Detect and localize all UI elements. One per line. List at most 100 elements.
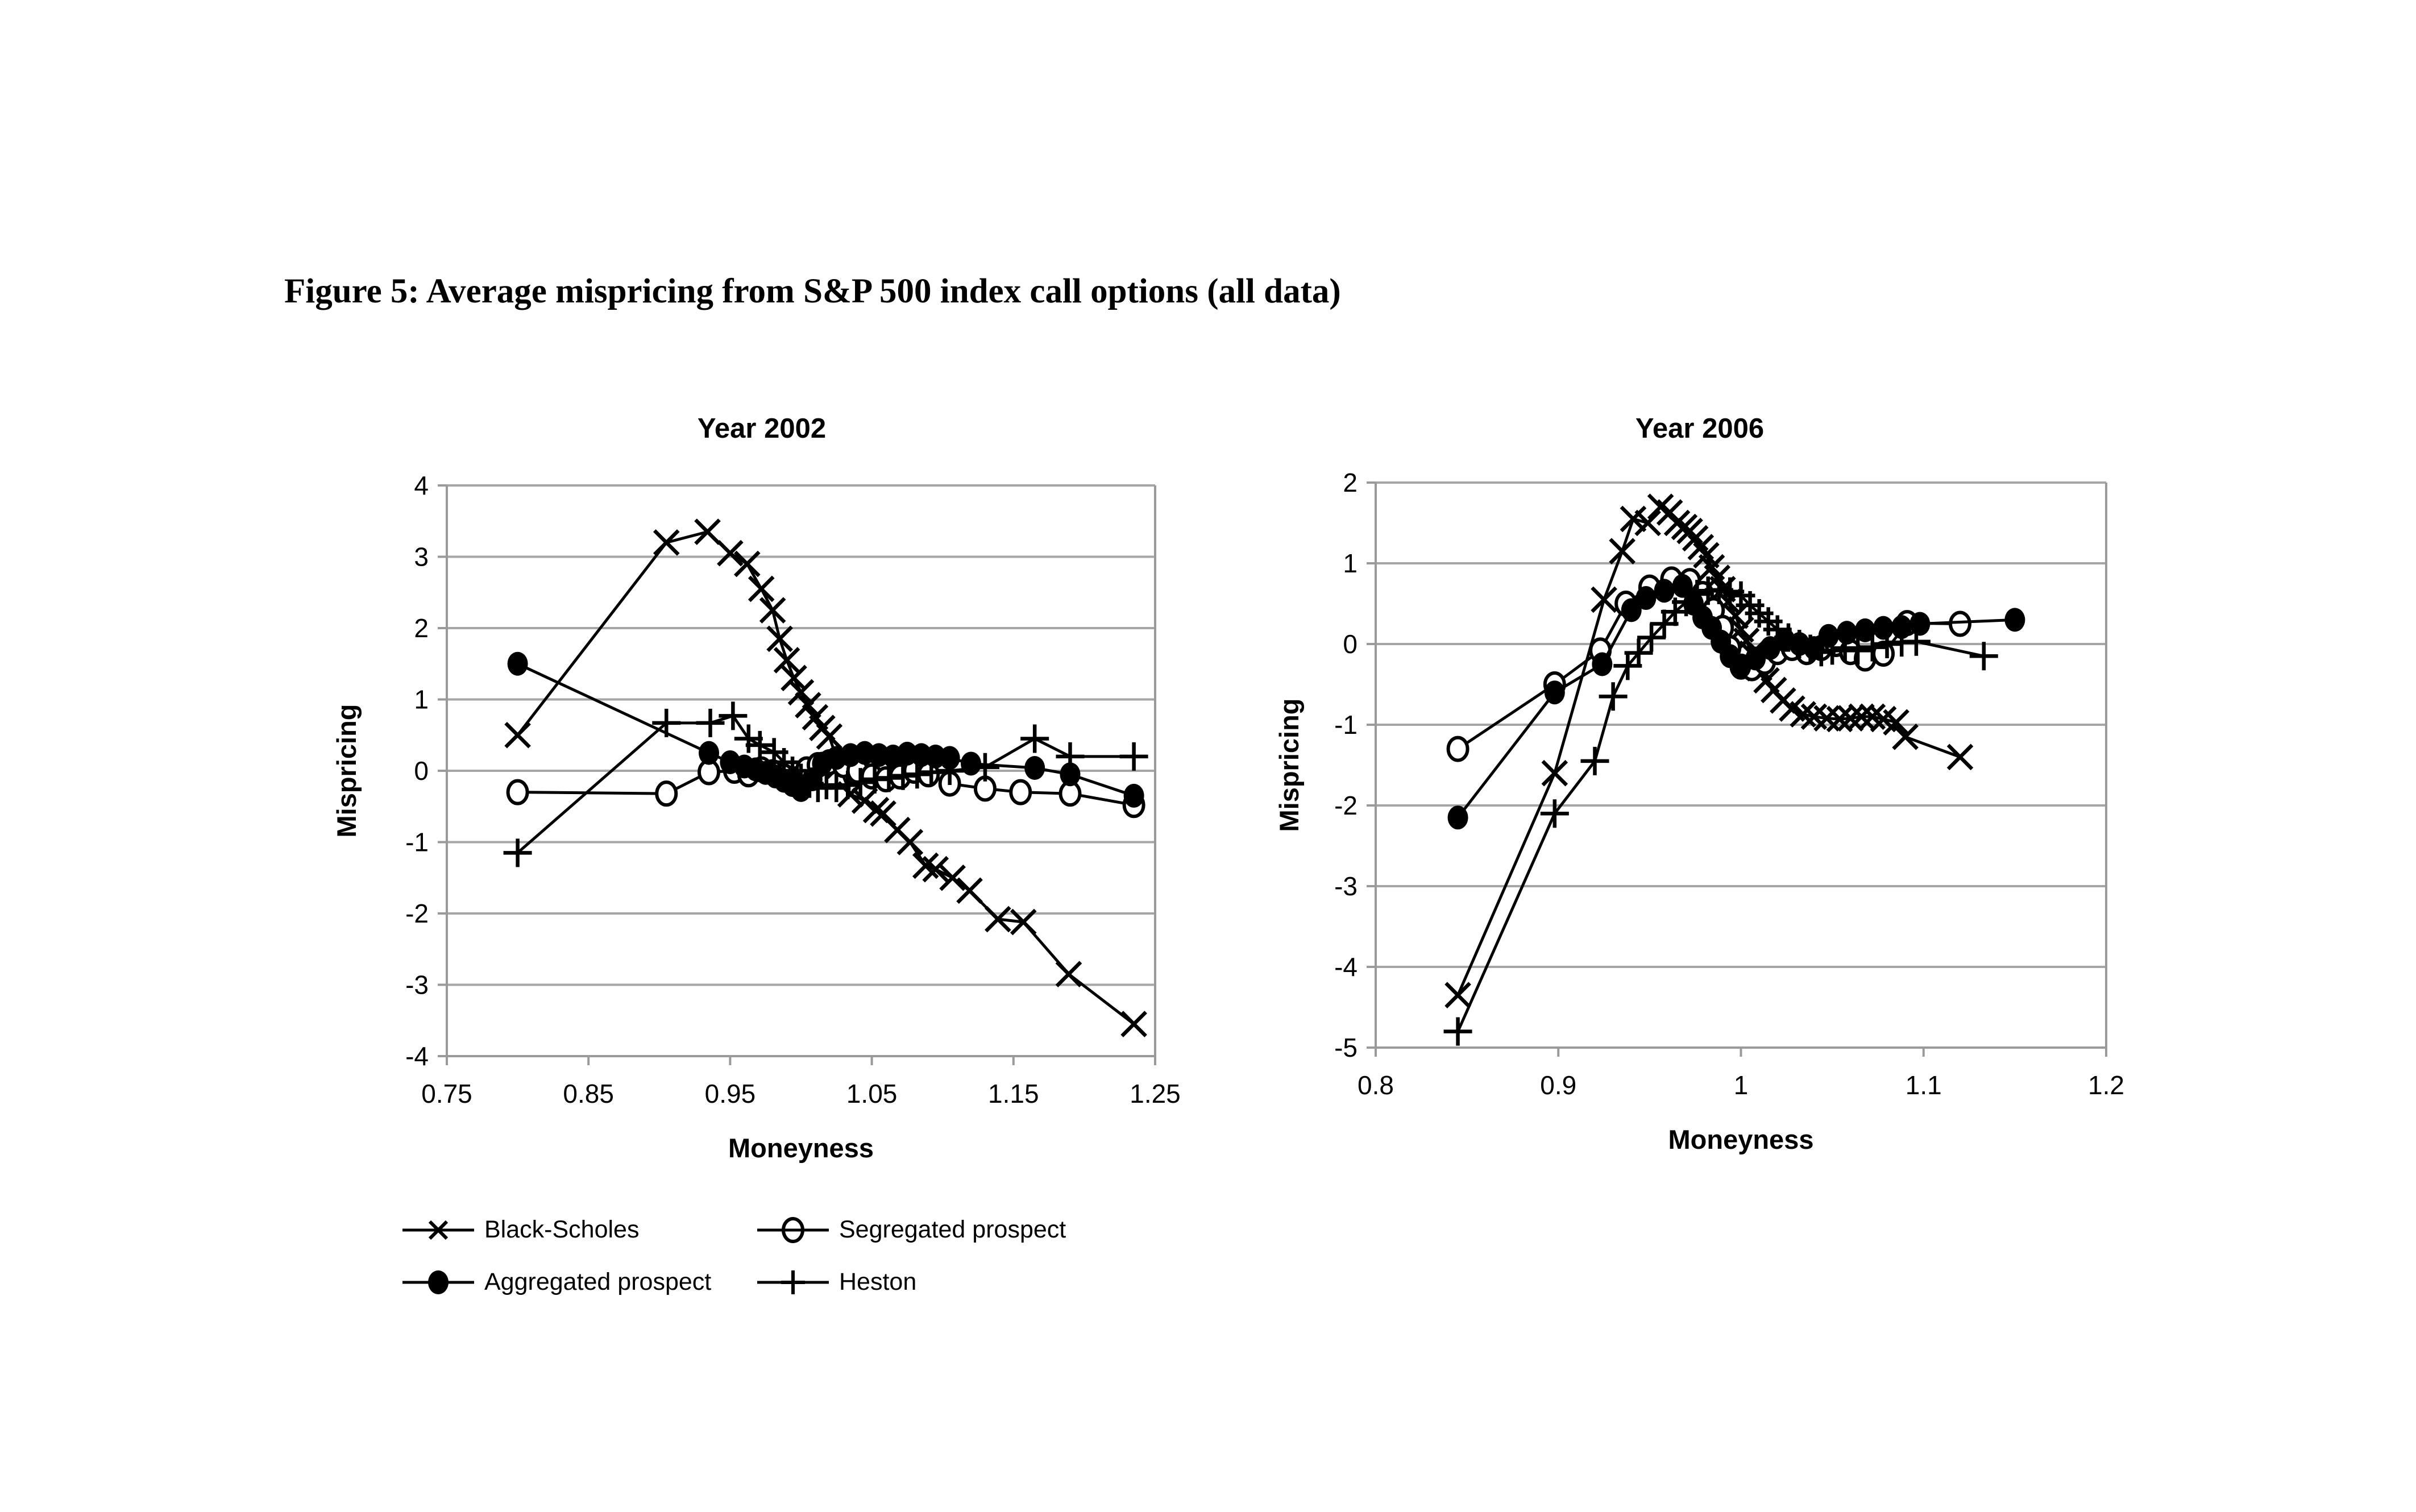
plus-marker-icon: [822, 774, 851, 803]
y-tick-label: 0: [1343, 629, 1358, 659]
y-tick-label: -1: [1334, 710, 1358, 740]
y-tick-label: -4: [1334, 952, 1358, 982]
plus-marker-icon: [1599, 682, 1628, 711]
x-cross-marker-icon: [939, 864, 966, 891]
x-tick-label: 0.75: [421, 1079, 472, 1108]
circle-filled-marker-icon: [402, 1270, 474, 1294]
circle-filled-marker-icon: [1891, 615, 1912, 639]
x-cross-marker-icon: [694, 518, 721, 545]
x-cross-marker-icon: [1946, 743, 1974, 771]
figure-title: Figure 5: Average mispricing from S&P 50…: [284, 272, 1341, 310]
x-axis-title: Moneyness: [728, 1133, 874, 1163]
plus-marker-icon: [874, 763, 903, 792]
series-black-scholes: [1444, 493, 1974, 1008]
circle-filled-marker-icon: [507, 651, 528, 676]
x-cross-marker-icon: [956, 877, 983, 904]
y-tick-label: 1: [414, 685, 429, 715]
x-cross-marker-icon: [1663, 509, 1691, 537]
plus-marker-icon: [1443, 1017, 1472, 1046]
y-tick-label: -3: [1334, 871, 1358, 901]
y-tick-label: 0: [414, 756, 429, 786]
circle-filled-marker-icon: [1635, 586, 1657, 610]
plus-marker-icon: [1540, 799, 1569, 828]
plus-marker-icon: [1969, 642, 1998, 671]
x-cross-marker-icon: [402, 1220, 474, 1240]
plus-marker-icon: [970, 753, 999, 782]
x-tick-label: 1.2: [2088, 1070, 2124, 1100]
x-cross-marker-icon: [1010, 908, 1037, 936]
x-cross-marker-icon: [787, 679, 815, 706]
legend-label-segregated-prospect: Segregated prospect: [839, 1216, 1066, 1243]
y-tick-label: -2: [1334, 791, 1358, 820]
x-tick-label: 0.95: [705, 1079, 756, 1108]
x-tick-label: 1: [1734, 1070, 1749, 1100]
plus-marker-icon: [1844, 636, 1873, 665]
circle-filled-marker-icon: [1060, 762, 1081, 787]
x-tick-label: 0.85: [563, 1079, 614, 1108]
plus-marker-icon: [1119, 742, 1148, 771]
circle-filled-marker-icon: [1873, 616, 1894, 640]
circle-filled-marker-icon: [1123, 783, 1144, 808]
y-tick-label: -3: [405, 970, 429, 1000]
y-tick-label: 1: [1343, 549, 1358, 578]
x-cross-marker-icon: [748, 575, 775, 603]
legend-label-heston: Heston: [839, 1268, 917, 1295]
circle-filled-marker-icon: [1745, 646, 1766, 671]
legend-item-segregated-prospect: Segregated prospect: [756, 1216, 1066, 1244]
chart-title: Year 2002: [698, 413, 826, 444]
x-cross-marker-icon: [1055, 961, 1082, 987]
x-cross-marker-icon: [759, 597, 786, 624]
gridlines: [1367, 481, 2106, 1049]
circle-filled-marker-icon: [1592, 652, 1613, 676]
x-cross-marker-icon: [922, 855, 949, 883]
x-cross-marker-icon: [1826, 705, 1853, 733]
x-cross-marker-icon: [1541, 759, 1568, 787]
plus-marker-icon: [503, 838, 532, 867]
circle-filled-marker-icon: [1621, 598, 1642, 622]
legend-item-aggregated-prospect: Aggregated prospect: [401, 1268, 711, 1296]
circle-filled-marker-icon: [699, 741, 720, 765]
x-cross-marker-icon: [795, 692, 821, 718]
plus-marker-icon: [1818, 636, 1847, 665]
legend-item-heston: Heston: [756, 1268, 916, 1296]
y-tick-label: -1: [405, 828, 429, 857]
x-cross-marker-icon: [766, 625, 793, 653]
plus-marker-icon: [1637, 623, 1666, 652]
x-cross-marker-icon: [653, 529, 680, 556]
chart-year-2002: 4 3 2 1 0 -1 -2 -3 -4 0.75 0.85 0.95 1.05 1.15 1.25 Yea…: [331, 413, 1181, 1163]
x-cross-marker-icon: [1120, 1011, 1147, 1037]
circle-open-marker-icon: [655, 780, 678, 807]
x-cross-marker-icon: [896, 829, 924, 855]
x-tick-label: 0.8: [1358, 1070, 1394, 1100]
x-tick-label: 1.05: [846, 1079, 898, 1108]
x-axis-title: Moneyness: [1668, 1124, 1814, 1154]
plus-marker-icon: [696, 708, 725, 737]
legend-item-black-scholes: Black-Scholes: [401, 1216, 639, 1244]
plus-marker-icon: [745, 730, 774, 759]
x-cross-marker-icon: [1892, 724, 1919, 750]
y-tick-label: -5: [1334, 1033, 1358, 1062]
y-axis-title: Mispricing: [1274, 698, 1304, 832]
circle-filled-marker-icon: [1447, 805, 1468, 830]
x-cross-marker-icon: [773, 647, 800, 674]
plus-marker-icon: [1020, 724, 1049, 753]
x-cross-marker-icon: [1883, 709, 1909, 736]
plus-marker-icon: [734, 724, 763, 753]
y-axis-title: Mispricing: [331, 704, 362, 837]
series-aggregated-prospect: [1447, 574, 2025, 830]
x-cross-marker-icon: [734, 550, 761, 578]
y-tick-label: 4: [414, 471, 429, 500]
legend-label-aggregated-prospect: Aggregated prospect: [484, 1268, 712, 1295]
y-tick-label: -2: [405, 899, 429, 928]
series-heston: [503, 701, 1148, 867]
x-cross-marker-icon: [717, 539, 744, 567]
x-cross-marker-icon: [781, 664, 807, 692]
circle-filled-marker-icon: [1654, 579, 1675, 603]
plus-marker-icon: [1902, 627, 1931, 656]
plus-marker-icon: [903, 760, 932, 789]
circle-filled-marker-icon: [1544, 680, 1565, 705]
x-cross-marker-icon: [1609, 538, 1635, 564]
x-tick-label: 1.15: [988, 1079, 1039, 1108]
x-cross-marker-icon: [1591, 586, 1617, 613]
